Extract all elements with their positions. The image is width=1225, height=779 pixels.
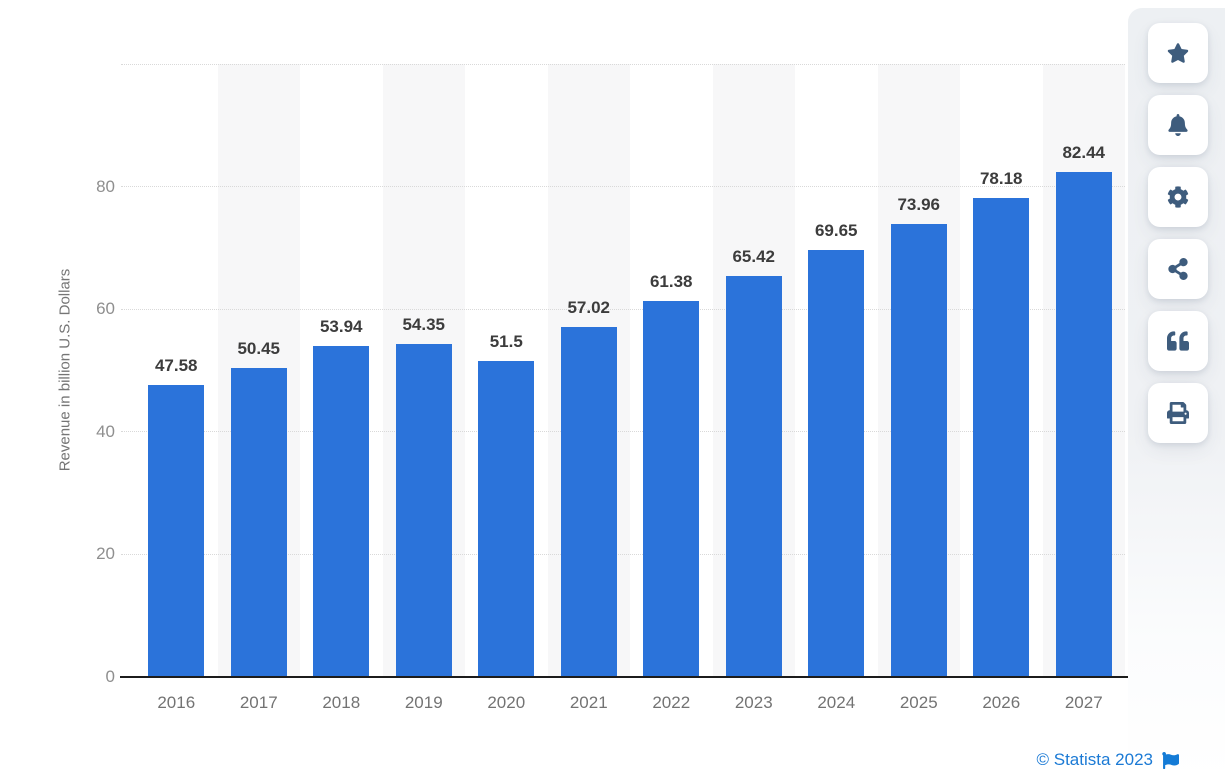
print-icon — [1167, 402, 1189, 424]
x-tick-label: 2024 — [817, 693, 856, 712]
x-tick-label: 2019 — [404, 693, 443, 712]
x-axis-line — [120, 676, 1128, 678]
gridline — [121, 308, 1125, 310]
copyright-link[interactable]: © Statista 2023 — [1036, 750, 1154, 769]
gridline — [121, 553, 1125, 555]
bar-value-label: 73.96 — [897, 194, 941, 214]
bar-value-label: 54.35 — [402, 314, 446, 334]
toolbar-button-settings[interactable] — [1148, 167, 1208, 227]
toolbar-panel — [1128, 8, 1225, 779]
x-tick-label: 2027 — [1064, 693, 1103, 712]
bar-value-label: 51.5 — [489, 332, 523, 352]
x-tick-label: 2023 — [734, 693, 773, 712]
bar-2025[interactable] — [890, 223, 947, 677]
bar-value-label: 50.45 — [237, 338, 281, 358]
x-tick-label: 2025 — [899, 693, 938, 712]
x-tick-label: 2022 — [652, 693, 691, 712]
bar-2023[interactable] — [725, 275, 782, 677]
bell-icon — [1167, 114, 1189, 136]
x-tick-label: 2021 — [569, 693, 608, 712]
flag-icon[interactable] — [1162, 751, 1179, 769]
x-tick-label: 2026 — [982, 693, 1021, 712]
gridline — [121, 431, 1125, 433]
quote-icon — [1167, 330, 1189, 352]
bar-2022[interactable] — [643, 300, 700, 677]
x-tick-label: 2018 — [322, 693, 361, 712]
bar-2018[interactable] — [313, 346, 370, 677]
gridline — [121, 64, 1125, 65]
bar-value-label: 61.38 — [649, 271, 693, 291]
bar-2024[interactable] — [808, 250, 865, 677]
y-tick-label: 80 — [96, 176, 115, 196]
toolbar-button-share[interactable] — [1148, 239, 1208, 299]
toolbar-button-print[interactable] — [1148, 383, 1208, 443]
star-icon — [1167, 42, 1189, 64]
statista-footer: © Statista 2023 — [1036, 750, 1179, 770]
bar-value-label: 57.02 — [567, 298, 611, 318]
bar-2027[interactable] — [1055, 171, 1112, 677]
bar-2026[interactable] — [973, 197, 1030, 677]
x-tick-label: 2017 — [239, 693, 278, 712]
toolbar-button-favorite[interactable] — [1148, 23, 1208, 83]
bar-value-label: 82.44 — [1062, 142, 1106, 162]
y-tick-label: 20 — [96, 544, 115, 564]
bar-value-label: 78.18 — [979, 168, 1023, 188]
bar-value-label: 47.58 — [154, 356, 198, 376]
bar-2017[interactable] — [230, 367, 287, 677]
bar-2020[interactable] — [478, 361, 535, 677]
bar-value-label: 65.42 — [732, 246, 776, 266]
plot-area: 47.58 50.45 53.94 54.35 51.5 57.02 61.38 65.42 6… — [121, 64, 1125, 677]
bar-2016[interactable] — [148, 385, 205, 677]
bar-2021[interactable] — [560, 327, 617, 677]
toolbar-button-cite[interactable] — [1148, 311, 1208, 371]
share-icon — [1167, 258, 1189, 280]
toolbar-button-notifications[interactable] — [1148, 95, 1208, 155]
bar-2019[interactable] — [395, 343, 452, 677]
bar-value-label: 53.94 — [319, 317, 363, 337]
gridline — [121, 186, 1125, 188]
gear-icon — [1167, 186, 1189, 208]
x-tick-label: 2016 — [157, 693, 196, 712]
x-tick-label: 2020 — [487, 693, 526, 712]
y-tick-label: 60 — [96, 299, 115, 319]
y-tick-label: 0 — [105, 667, 115, 686]
bar-value-label: 69.65 — [814, 221, 858, 241]
y-tick-label: 40 — [96, 421, 115, 441]
